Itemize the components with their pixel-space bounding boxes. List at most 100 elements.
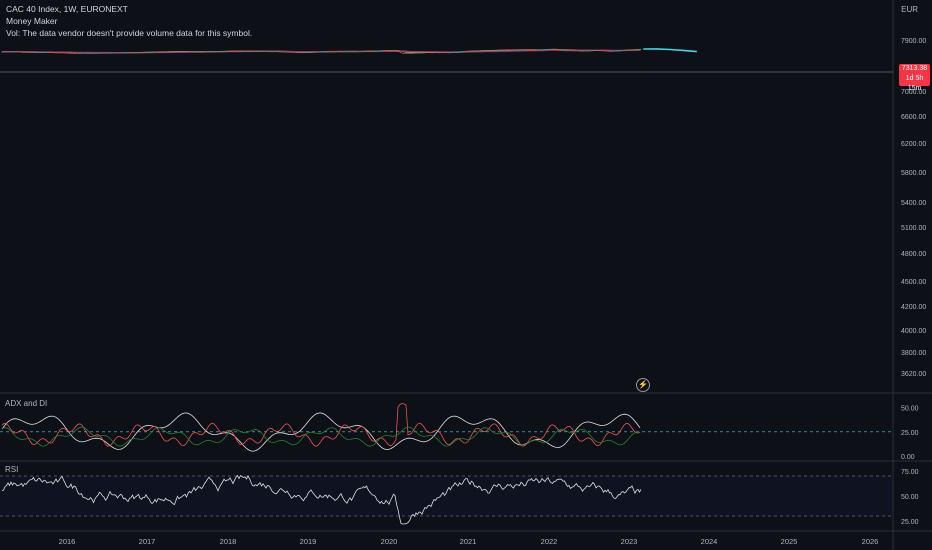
candle-body — [26, 52, 28, 53]
candle-body — [436, 52, 439, 54]
candle-body — [497, 50, 499, 51]
candle-body — [105, 52, 107, 54]
candle-body — [618, 50, 620, 52]
price-tick-label: 5800.00 — [901, 170, 926, 177]
candle-body — [280, 51, 282, 53]
candle-body — [506, 49, 508, 51]
candle-body — [485, 50, 487, 52]
candle-body — [407, 53, 409, 54]
candle-body — [261, 51, 263, 52]
candle-body — [311, 51, 313, 53]
candle-body — [368, 51, 370, 52]
price-tick-label: 4200.00 — [901, 304, 926, 311]
candle-body — [254, 51, 256, 52]
candle-body — [144, 52, 146, 54]
candle-body — [291, 51, 293, 53]
rsi-pane-title[interactable]: RSI — [5, 465, 19, 474]
symbol-title[interactable]: CAC 40 Index, 1W, EURONEXT — [6, 4, 128, 14]
candle-body — [13, 51, 15, 53]
time-tick-label: 2019 — [300, 537, 317, 546]
adx-tick-label: 50.00 — [901, 406, 919, 413]
candle-body — [534, 50, 536, 51]
candle-body — [602, 50, 604, 52]
price-tick-label: 5100.00 — [901, 225, 926, 232]
candle-body — [55, 52, 57, 54]
candle-body — [119, 52, 121, 54]
candle-body — [627, 49, 629, 51]
candle-body — [410, 52, 412, 54]
lightning-icon[interactable]: ⚡ — [636, 378, 650, 392]
adx-tick-label: 25.00 — [901, 430, 919, 437]
candle-body — [99, 52, 101, 54]
candle-body — [418, 52, 420, 54]
candle-body — [357, 51, 360, 53]
candle-body — [350, 51, 352, 53]
time-axis[interactable]: 2016 2017 2018 2019 2020 2021 2022 2023 2024 2025… — [59, 537, 879, 546]
candle-body — [151, 51, 153, 53]
price-candles — [1, 48, 642, 55]
candle-body — [266, 51, 268, 52]
candle-body — [359, 51, 361, 53]
price-tick-label: 4800.00 — [901, 251, 926, 258]
candle-body — [514, 49, 516, 51]
currency-label[interactable]: EUR — [901, 5, 918, 14]
price-tick-label: 3800.00 — [901, 350, 926, 357]
candle-body — [206, 51, 208, 53]
candle-body — [626, 49, 628, 51]
candle-body — [100, 52, 102, 54]
candle-body — [567, 50, 569, 52]
candle-body — [299, 52, 301, 54]
candle-body — [157, 51, 160, 53]
candle-body — [179, 51, 181, 53]
rsi-tick-label: 75.00 — [901, 469, 919, 476]
candle-body — [215, 51, 217, 53]
candle-body — [285, 51, 287, 53]
candle-body — [207, 51, 209, 53]
candle-body — [271, 51, 273, 53]
candle-body — [145, 52, 147, 53]
candle-body — [565, 50, 567, 52]
candle-body — [587, 50, 589, 52]
candle-body — [250, 51, 253, 52]
price-scale[interactable]: 7900.007400.007000.006600.006200.005800.… — [901, 38, 926, 378]
candle-body — [483, 50, 485, 52]
candle-body — [337, 51, 339, 52]
candle-body — [578, 50, 580, 52]
time-tick-label: 2020 — [381, 537, 398, 546]
candle-body — [432, 52, 434, 53]
candle-body — [294, 51, 296, 53]
candle-body — [16, 51, 19, 53]
candle-body — [615, 50, 617, 52]
candle-body — [444, 52, 446, 54]
candle-body — [252, 51, 254, 52]
candle-body — [277, 51, 279, 53]
time-tick-label: 2017 — [139, 537, 156, 546]
candle-body — [185, 51, 188, 53]
candle-body — [447, 52, 449, 54]
indicator-money-maker[interactable]: Money Maker — [6, 16, 58, 26]
candle-body — [320, 51, 322, 53]
adx-pane-title[interactable]: ADX and DI — [5, 399, 48, 408]
projection-line — [643, 48, 697, 53]
candle-body — [178, 51, 180, 53]
candle-body — [95, 52, 98, 54]
candle-body — [382, 50, 384, 52]
candle-body — [241, 51, 243, 53]
candle-body — [548, 49, 550, 50]
candle-body — [579, 50, 581, 52]
candle-body — [15, 51, 17, 53]
candle-body — [7, 51, 9, 53]
candle-body — [204, 51, 206, 53]
candle-body — [268, 51, 270, 53]
candle-body — [460, 51, 462, 53]
candle-body — [430, 52, 432, 53]
candle-body — [78, 53, 81, 54]
candle-body — [379, 50, 381, 52]
candle-body — [449, 52, 451, 54]
candle-body — [120, 52, 122, 54]
candle-body — [508, 50, 510, 51]
candle-body — [396, 50, 398, 52]
candle-body — [619, 50, 622, 52]
candle-body — [263, 51, 265, 52]
